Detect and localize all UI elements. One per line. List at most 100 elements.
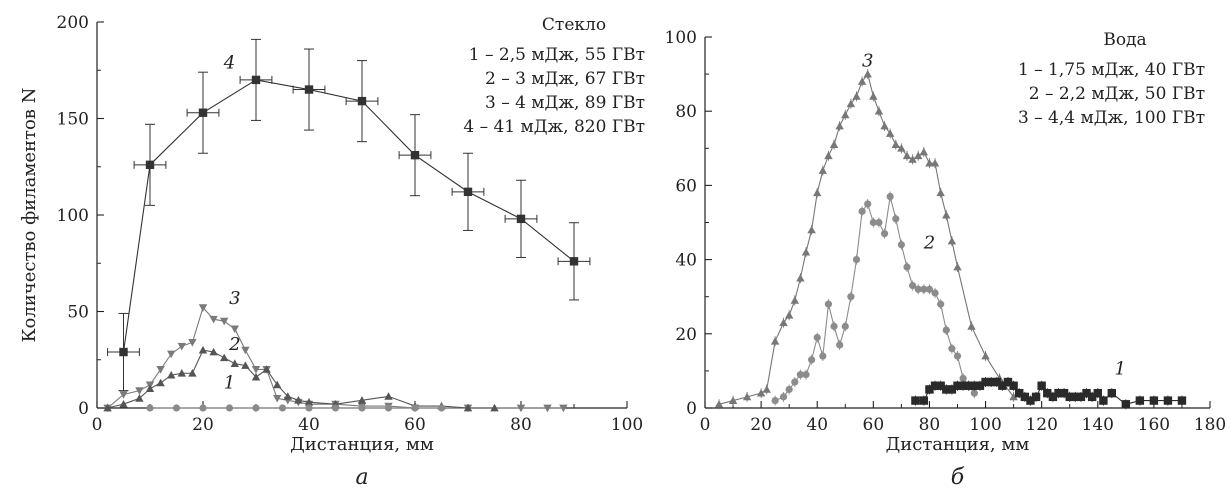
curve-label: 1	[224, 373, 235, 394]
data-point	[908, 155, 917, 163]
data-point	[463, 403, 473, 412]
legend-title: Вода	[1103, 30, 1146, 50]
x-tick-label: 140	[1082, 415, 1114, 435]
y-tick-label: 60	[675, 176, 697, 196]
data-point	[756, 388, 766, 397]
data-point	[796, 273, 805, 282]
data-point	[543, 404, 552, 413]
data-point	[119, 399, 128, 408]
x-tick-label: 20	[192, 415, 214, 435]
data-point	[947, 236, 957, 245]
x-tick-label: 0	[92, 415, 103, 435]
data-point	[714, 400, 724, 408]
data-point	[1003, 377, 1013, 387]
data-point	[1071, 392, 1080, 402]
data-point	[802, 371, 810, 379]
data-point	[858, 207, 866, 215]
data-point	[304, 398, 314, 406]
data-point	[975, 381, 985, 390]
data-point	[1009, 381, 1018, 390]
data-point	[953, 352, 962, 360]
curve-label: 3	[862, 51, 873, 72]
x-tick-label: 80	[919, 415, 941, 435]
data-point	[836, 341, 844, 349]
data-point	[251, 366, 261, 374]
data-point	[252, 404, 260, 412]
curve-label: 4	[223, 52, 235, 73]
data-point	[304, 85, 314, 94]
data-point	[273, 394, 282, 403]
data-point	[964, 381, 973, 390]
data-point	[869, 92, 878, 100]
data-point	[230, 359, 239, 367]
data-point	[172, 404, 181, 412]
data-point	[824, 151, 833, 160]
data-point	[942, 210, 951, 219]
data-point	[1099, 396, 1108, 405]
series-3	[714, 69, 1018, 410]
data-point	[516, 214, 526, 224]
data-point	[914, 151, 923, 160]
data-point	[891, 140, 900, 148]
data-point	[294, 396, 303, 404]
data-point	[209, 347, 218, 356]
data-point	[818, 166, 828, 174]
data-point	[156, 378, 165, 387]
data-point	[948, 345, 956, 353]
data-point	[251, 75, 261, 85]
data-point	[909, 281, 917, 290]
series-line	[107, 349, 495, 409]
data-point	[841, 110, 850, 119]
data-point	[911, 396, 920, 405]
data-point	[358, 404, 366, 412]
data-point	[790, 296, 799, 304]
data-point	[1163, 396, 1173, 405]
series-1	[146, 404, 446, 412]
data-point	[942, 326, 950, 334]
series-1	[911, 377, 1187, 410]
data-point	[830, 322, 838, 330]
data-point	[919, 396, 929, 405]
x-tick-label: 0	[700, 415, 711, 435]
data-point	[930, 158, 940, 167]
data-point	[981, 377, 990, 387]
x-tick-label: 160	[1138, 415, 1170, 435]
data-point	[1065, 392, 1074, 402]
data-point	[770, 337, 780, 345]
data-point	[1009, 392, 1018, 401]
data-point	[953, 262, 962, 271]
data-point	[807, 225, 816, 234]
data-point	[953, 381, 962, 390]
panel-label: б	[951, 465, 965, 490]
data-point	[925, 285, 934, 293]
series-2	[103, 345, 499, 412]
legend-entry: 4 – 41 мДж, 820 ГВт	[463, 117, 645, 137]
y-tick-label: 100	[665, 28, 697, 48]
panel-b-chart: 0 20 40 60 80 100 120 140 160 180020406080100Дист…	[665, 28, 1227, 490]
y-tick-label: 150	[57, 110, 89, 130]
series-line	[122, 79, 575, 353]
legend-entry: 2 – 2,2 мДж, 50 ГВт	[1029, 84, 1205, 104]
data-point	[230, 325, 239, 334]
data-point	[762, 385, 771, 393]
legend-entry: 3 – 4 мДж, 89 ГВт	[485, 93, 645, 113]
data-point	[1082, 388, 1091, 398]
panel-label: а	[355, 465, 368, 490]
data-point	[220, 317, 229, 326]
data-point	[357, 396, 367, 404]
data-point	[886, 192, 894, 201]
x-axis-label: Дистанция, мм	[290, 434, 434, 455]
data-point	[779, 318, 788, 327]
data-point	[791, 378, 799, 386]
data-point	[490, 403, 499, 412]
data-point	[947, 385, 957, 394]
data-point	[198, 108, 208, 117]
data-point	[992, 377, 1001, 387]
data-point	[931, 289, 939, 297]
data-point	[1048, 392, 1058, 402]
x-tick-label: 40	[298, 415, 320, 435]
data-point	[808, 356, 816, 364]
data-point	[903, 263, 911, 271]
series-2	[771, 191, 978, 406]
data-point	[779, 393, 788, 401]
